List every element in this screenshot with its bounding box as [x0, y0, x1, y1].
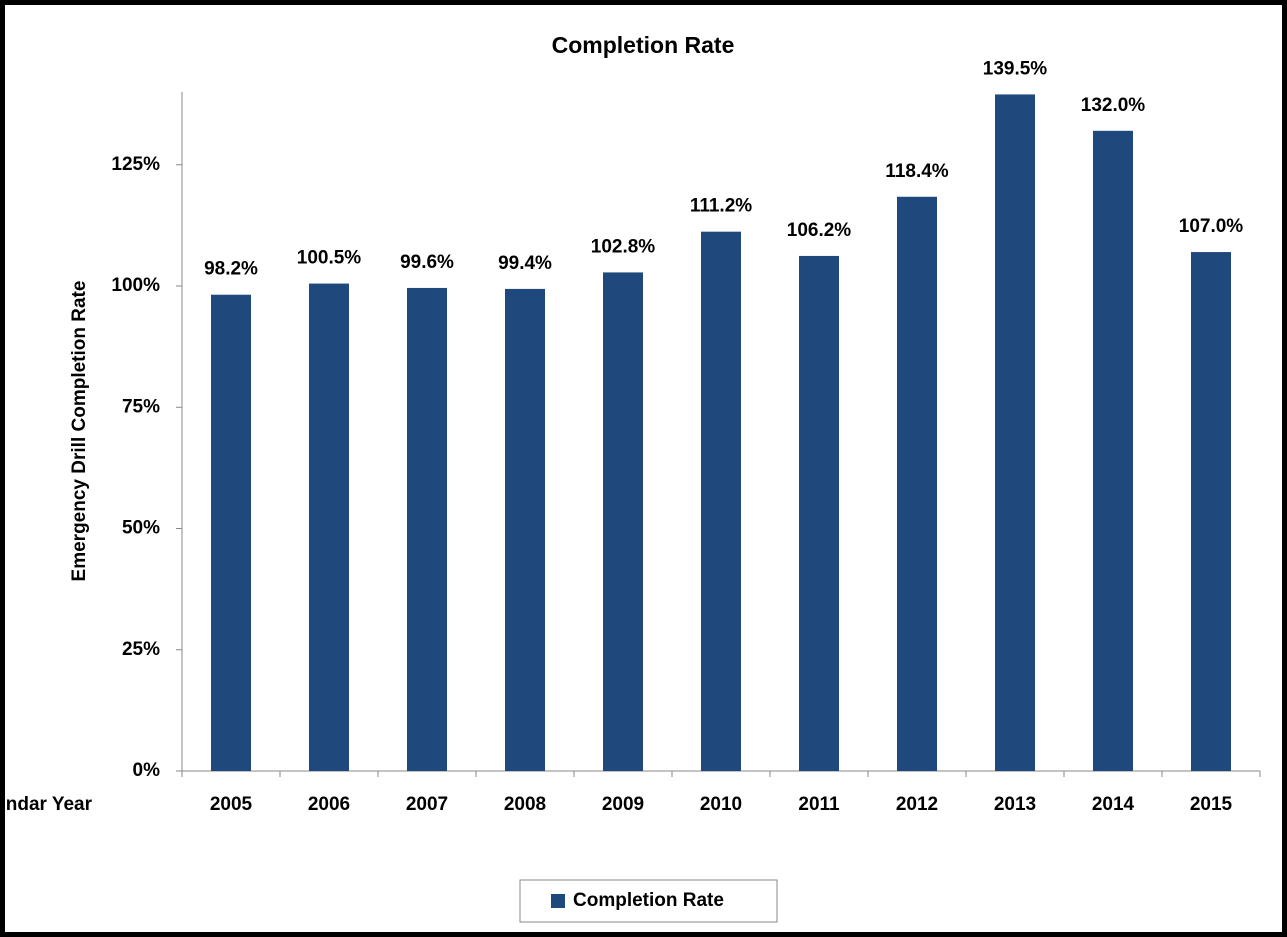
legend-swatch — [551, 894, 565, 908]
y-axis-label: Emergency Drill Completion Rate — [69, 281, 90, 582]
x-tick-label: 2014 — [1092, 794, 1135, 815]
y-tick-label: 100% — [111, 275, 160, 296]
x-tick-label: 2007 — [406, 794, 448, 815]
x-tick-label: 2008 — [504, 794, 546, 815]
bar — [995, 94, 1035, 772]
x-tick-label: 2015 — [1190, 794, 1233, 815]
data-label: 100.5% — [297, 248, 362, 269]
data-label: 132.0% — [1081, 95, 1146, 116]
x-tick-label: 2012 — [896, 794, 938, 815]
data-label: 111.2% — [690, 196, 752, 217]
bar — [1093, 130, 1133, 772]
data-label: 99.6% — [400, 252, 454, 273]
bar — [1191, 252, 1231, 772]
bar — [407, 287, 447, 771]
bar — [897, 196, 937, 771]
data-label: 98.2% — [204, 259, 258, 280]
legend-label: Completion Rate — [573, 890, 724, 911]
y-tick-label: 75% — [122, 396, 160, 417]
y-tick-label: 25% — [122, 639, 160, 660]
bar — [505, 288, 545, 771]
bar — [211, 294, 251, 771]
x-tick-label: 2010 — [700, 794, 742, 815]
y-tick-label: 0% — [133, 760, 161, 781]
chart-title: Completion Rate — [552, 32, 735, 58]
bar — [309, 283, 349, 771]
y-tick-label: 125% — [111, 154, 160, 175]
data-label: 118.4% — [885, 161, 948, 182]
bar — [701, 231, 741, 771]
x-tick-label: 2005 — [210, 794, 253, 815]
data-label: 102.8% — [591, 236, 656, 257]
y-tick-label: 50% — [122, 518, 160, 539]
x-tick-label: 2011 — [798, 794, 840, 815]
x-axis-label: Calendar Year — [0, 794, 93, 815]
bar — [799, 255, 839, 771]
data-label: 99.4% — [498, 253, 552, 274]
data-label: 106.2% — [787, 220, 852, 241]
x-tick-label: 2006 — [308, 794, 350, 815]
bar — [603, 272, 643, 771]
data-label: 107.0% — [1179, 216, 1244, 237]
x-tick-label: 2009 — [602, 794, 644, 815]
data-label: 139.5% — [983, 58, 1048, 79]
x-tick-label: 2013 — [994, 794, 1036, 815]
